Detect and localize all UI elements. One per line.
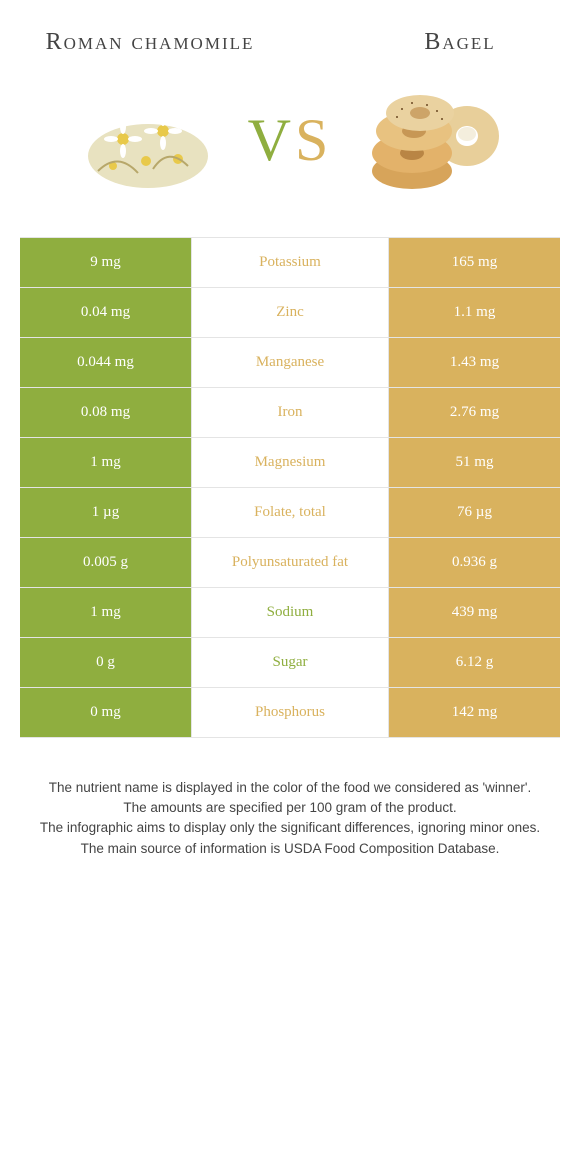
nutrient-label: Polyunsaturated fat — [192, 538, 388, 587]
left-value: 0 mg — [20, 688, 192, 737]
nutrient-label: Folate, total — [192, 488, 388, 537]
table-row: 0.005 g Polyunsaturated fat 0.936 g — [20, 538, 560, 588]
table-row: 0 g Sugar 6.12 g — [20, 638, 560, 688]
vs-s: S — [295, 107, 332, 173]
left-value: 0.04 mg — [20, 288, 192, 337]
nutrient-label: Potassium — [192, 238, 388, 287]
right-value: 0.936 g — [388, 538, 560, 587]
title-right: Bagel — [380, 28, 540, 57]
nutrient-label: Iron — [192, 388, 388, 437]
table-row: 0.04 mg Zinc 1.1 mg — [20, 288, 560, 338]
footnote-line: The main source of information is USDA F… — [30, 839, 550, 859]
right-value: 1.43 mg — [388, 338, 560, 387]
footnotes: The nutrient name is displayed in the co… — [30, 778, 550, 859]
left-value: 0.005 g — [20, 538, 192, 587]
right-value: 2.76 mg — [388, 388, 560, 437]
vs-row: VS — [0, 81, 580, 201]
table-row: 1 mg Sodium 439 mg — [20, 588, 560, 638]
nutrient-label: Sugar — [192, 638, 388, 687]
right-value: 439 mg — [388, 588, 560, 637]
comparison-table: 9 mg Potassium 165 mg 0.04 mg Zinc 1.1 m… — [20, 237, 560, 738]
nutrient-label: Sodium — [192, 588, 388, 637]
right-value: 76 µg — [388, 488, 560, 537]
right-value: 6.12 g — [388, 638, 560, 687]
left-value: 1 mg — [20, 588, 192, 637]
nutrient-label: Manganese — [192, 338, 388, 387]
table-row: 0 mg Phosphorus 142 mg — [20, 688, 560, 738]
left-value: 9 mg — [20, 238, 192, 287]
vs-v: V — [248, 107, 295, 173]
right-value: 142 mg — [388, 688, 560, 737]
table-row: 9 mg Potassium 165 mg — [20, 238, 560, 288]
left-value: 1 mg — [20, 438, 192, 487]
table-row: 0.044 mg Manganese 1.43 mg — [20, 338, 560, 388]
bagel-icon — [352, 81, 512, 201]
nutrient-label: Magnesium — [192, 438, 388, 487]
right-value: 51 mg — [388, 438, 560, 487]
chamomile-image — [68, 81, 228, 201]
left-value: 0.044 mg — [20, 338, 192, 387]
bagel-image — [352, 81, 512, 201]
vs-label: VS — [248, 106, 333, 175]
nutrient-label: Zinc — [192, 288, 388, 337]
right-value: 1.1 mg — [388, 288, 560, 337]
title-left: Roman chamomile — [40, 28, 260, 57]
right-value: 165 mg — [388, 238, 560, 287]
footnote-line: The amounts are specified per 100 gram o… — [30, 798, 550, 818]
chamomile-icon — [68, 81, 228, 201]
left-value: 0.08 mg — [20, 388, 192, 437]
table-row: 1 mg Magnesium 51 mg — [20, 438, 560, 488]
left-value: 0 g — [20, 638, 192, 687]
nutrient-label: Phosphorus — [192, 688, 388, 737]
footnote-line: The infographic aims to display only the… — [30, 818, 550, 838]
left-value: 1 µg — [20, 488, 192, 537]
table-row: 0.08 mg Iron 2.76 mg — [20, 388, 560, 438]
header: Roman chamomile Bagel — [0, 0, 580, 57]
footnote-line: The nutrient name is displayed in the co… — [30, 778, 550, 798]
table-row: 1 µg Folate, total 76 µg — [20, 488, 560, 538]
